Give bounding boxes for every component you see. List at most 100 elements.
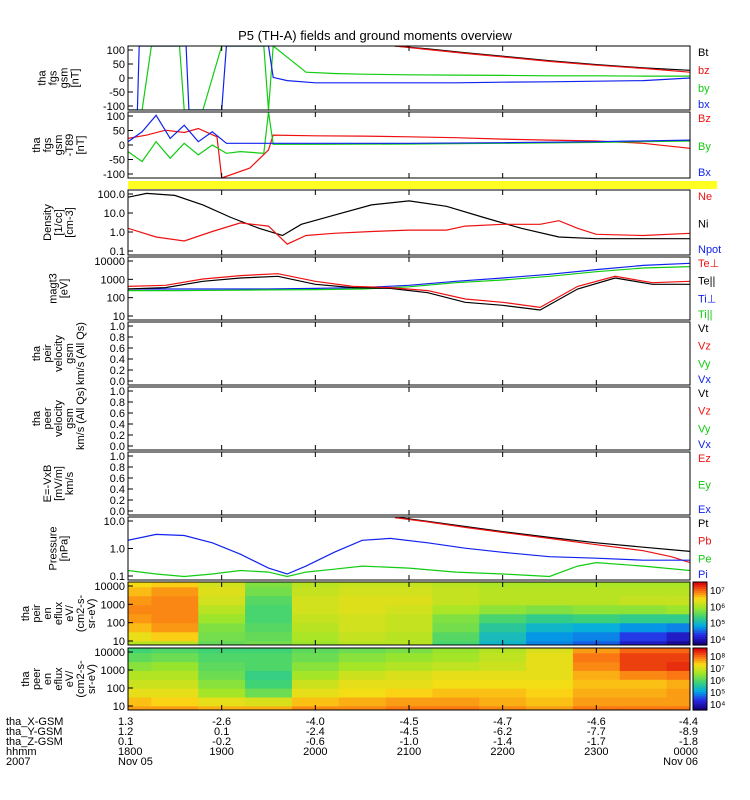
heatmap-cell (385, 661, 434, 671)
heatmap-cell (245, 631, 293, 642)
colorbar-tick-label: 10⁵ (710, 688, 725, 699)
heatmap-cell (479, 696, 527, 707)
heatmap-cell (198, 687, 246, 698)
y-tick-label: 1.0 (110, 544, 125, 556)
heatmap-cell (666, 705, 690, 710)
heatmap-cell (666, 595, 690, 606)
x-axis-tick-value: -1.8 (679, 736, 698, 748)
heatmap-cell (245, 696, 293, 707)
colorbar-segment (693, 598, 707, 602)
y-tick-label: 0.2 (110, 365, 125, 377)
colorbar-segment (693, 697, 707, 701)
heatmap-cell (526, 586, 574, 597)
series-line-By (128, 112, 690, 163)
y-axis-label: gsm (64, 408, 76, 429)
heatmap-cell (572, 696, 621, 707)
heatmap-cell (619, 582, 668, 588)
heatmap-cell (338, 696, 387, 707)
heatmap-cell (291, 652, 340, 663)
y-tick-label: 0.8 (110, 462, 125, 474)
y-tick-label: 10.0 (104, 208, 125, 220)
heatmap-cell (479, 622, 527, 633)
x-axis-row-label: tha_X-GSM (6, 716, 63, 728)
colorbar-segment (693, 689, 707, 692)
y-tick-label: 0.0 (110, 376, 125, 388)
legend-label-Vy: Vy (698, 358, 711, 370)
heatmap-cell (432, 705, 481, 710)
y-axis-label: peer (31, 668, 43, 690)
heatmap-cell (666, 670, 690, 680)
legend-label-Vy: Vy (698, 423, 711, 435)
colorbar-segment (693, 624, 707, 627)
y-axis-label: fgs (42, 137, 54, 152)
legend-label-Bt: Bt (698, 47, 708, 59)
y-axis-label: tha (31, 136, 43, 152)
series-line-Ti|| (128, 266, 690, 292)
y-tick-label: 50 (113, 126, 125, 138)
heatmap-cell (245, 586, 293, 597)
heatmap-cell (198, 679, 246, 689)
y-tick-label: 100 (107, 45, 125, 57)
series-group-fgs (128, 46, 690, 110)
heatmap-cell (198, 586, 246, 597)
y-tick-label: 100 (107, 683, 125, 695)
heatmap-cell (151, 622, 200, 633)
heatmap-cell (619, 705, 668, 710)
panel-peir_velocity (127, 321, 691, 386)
heatmap-cell (619, 586, 668, 597)
heatmap-cell (526, 622, 574, 633)
legend-label-Vt: Vt (698, 388, 708, 400)
colorbar-segment (693, 681, 707, 684)
heatmap-cell (128, 631, 153, 642)
heatmap-cell (151, 613, 200, 624)
x-axis-tick-value: -6.2 (493, 726, 512, 738)
heatmap-cell (198, 622, 246, 633)
heatmap-cell (619, 613, 668, 624)
colorbar-segment (693, 648, 707, 651)
heatmap-cell (291, 661, 340, 671)
legend-label-Ne: Ne (698, 191, 712, 203)
heatmap-cell (338, 679, 387, 689)
heatmap-cell (198, 604, 246, 615)
heatmap-cell (245, 670, 293, 680)
heatmap-cell (666, 696, 690, 707)
y-tick-label: 100 (107, 618, 125, 630)
heatmap-cell (479, 604, 527, 615)
heatmap-cell (619, 696, 668, 707)
heatmap-cell (245, 687, 293, 698)
y-tick-label: 1000 (101, 599, 125, 611)
colorbar-segment (693, 613, 707, 617)
x-axis-tick-value: 0.1 (214, 726, 229, 738)
heatmap-cell (338, 652, 387, 663)
x-axis-tick-value: -4.7 (493, 716, 512, 728)
colorbar-segment (693, 660, 707, 664)
y-tick-label: -50 (109, 155, 125, 167)
y-axis-label: (cm2-s- (75, 595, 87, 633)
colorbar-segment (693, 634, 707, 638)
panel-frame (127, 451, 691, 516)
heatmap-cell (526, 679, 574, 689)
heatmap-cell (151, 648, 200, 654)
heatmap-cell (666, 640, 690, 645)
y-tick-label: 0.4 (110, 354, 125, 366)
x-axis-row-label: tha_Z-GSM (6, 736, 63, 748)
heatmap-cell (526, 595, 574, 606)
series-line-Bt (394, 46, 690, 71)
x-axis-tick-value: -0.2 (212, 736, 231, 748)
heatmap-cell (432, 696, 481, 707)
heatmap-cell (572, 631, 621, 642)
heatmap-cell (385, 604, 434, 615)
series-line-Ne (128, 220, 690, 245)
heatmap-cell (619, 648, 668, 654)
heatmap-cell (479, 613, 527, 624)
heatmap-cell (338, 705, 387, 710)
colorbar-segment (693, 590, 707, 594)
heatmap-cell (151, 631, 200, 642)
colorbar-segment (693, 594, 707, 598)
legend-label-Vx: Vx (698, 374, 711, 386)
x-axis-tick-value: 1.2 (118, 726, 133, 738)
x-axis-tick-value: -1.0 (400, 736, 419, 748)
y-axis-label: tha (37, 69, 49, 85)
colorbar-segment (693, 617, 707, 621)
heatmap-cell (432, 586, 481, 597)
